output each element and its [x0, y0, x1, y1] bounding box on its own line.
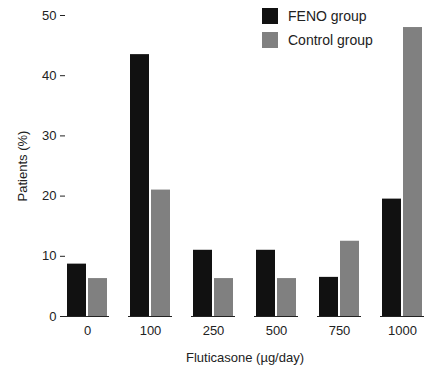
svg-text:750: 750: [329, 323, 351, 338]
html-text:FENO group: FENO group: [288, 8, 367, 24]
svg-text:250: 250: [203, 323, 225, 338]
svg-text:500: 500: [266, 323, 288, 338]
svg-text:40: 40: [42, 68, 56, 83]
html-text:Control group: Control group: [288, 32, 373, 48]
svg-text:Patients (%): Patients (%): [15, 131, 30, 202]
svg-text:20: 20: [42, 188, 56, 203]
svg-text:Fluticasone (µg/day): Fluticasone (µg/day): [186, 350, 304, 365]
svg-text:1000: 1000: [388, 323, 417, 338]
svg-text:0: 0: [84, 323, 91, 338]
svg-text:50: 50: [42, 8, 56, 23]
svg-text:10: 10: [42, 248, 56, 263]
svg-text:100: 100: [140, 323, 162, 338]
svg-text:0: 0: [49, 309, 56, 324]
svg-text:30: 30: [42, 128, 56, 143]
